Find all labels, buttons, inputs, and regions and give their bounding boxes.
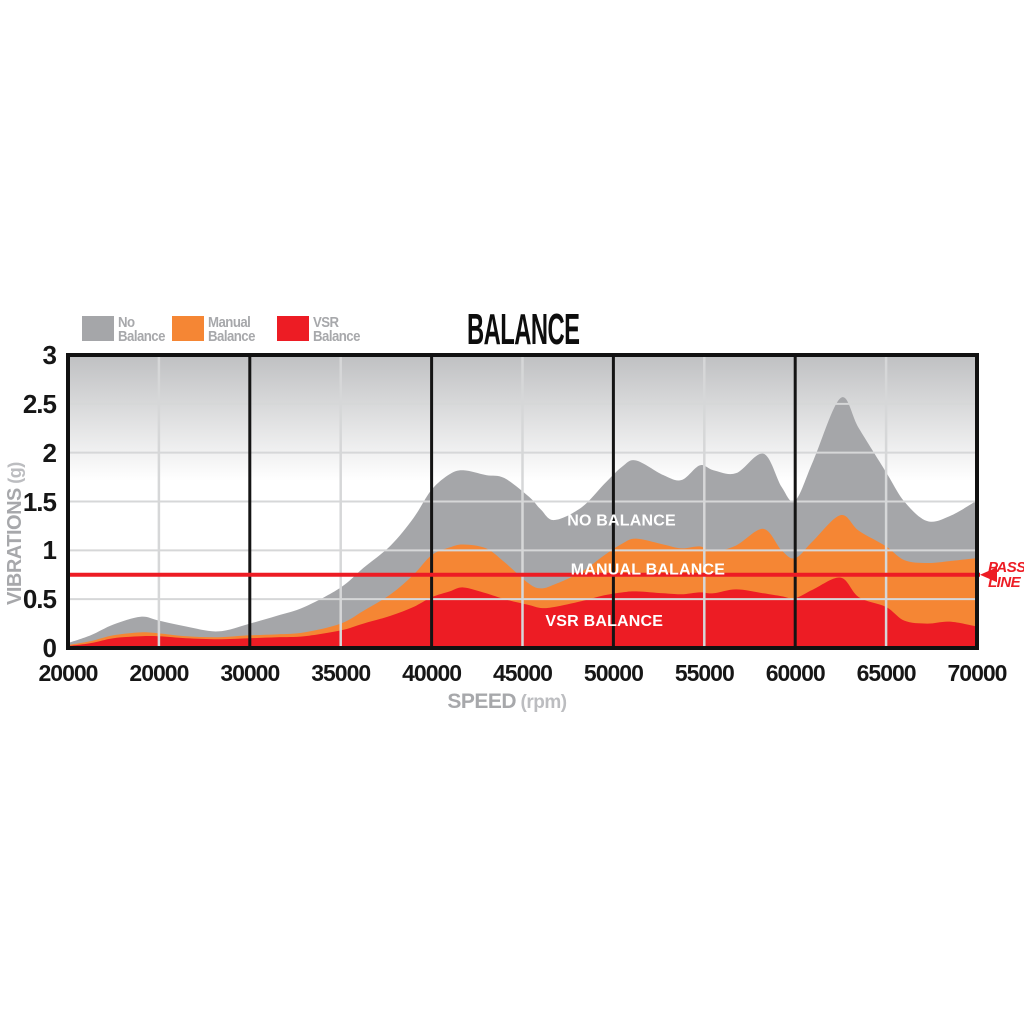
y-tick-label: 1 — [42, 535, 57, 566]
x-tick-label: 65000 — [856, 660, 917, 686]
plot-border — [66, 353, 979, 650]
manual-balance-swatch-icon — [172, 316, 204, 341]
y-tick-label: 3 — [42, 340, 57, 370]
legend-label-line2: Balance — [208, 328, 255, 346]
legend-label-line2: Balance — [118, 328, 165, 346]
x-tick-label: 20000 — [38, 660, 99, 686]
x-tick-label: 40000 — [402, 660, 462, 686]
pass-line-label-line1: PASS — [988, 559, 1024, 576]
y-tick-label: 1.5 — [22, 486, 57, 517]
legend-label-line1: VSR — [313, 314, 339, 331]
series-inline-label: NO BALANCE — [567, 513, 676, 530]
x-axis-title-text: SPEED — [447, 690, 517, 713]
y-axis-title: VIBRATIONS (g) — [4, 418, 27, 650]
series-inline-label: VSR BALANCE — [545, 613, 663, 630]
x-tick-label: 60000 — [765, 660, 826, 686]
legend-item-manual-balance: Manual Balance — [172, 314, 261, 346]
vibration-speed-plot: NO BALANCE MANUAL BALANCE VSR BALANCE — [66, 353, 997, 650]
series-inline-label: MANUAL BALANCE — [571, 561, 726, 578]
legend-label: VSR Balance — [313, 314, 360, 346]
legend-label-line1: Manual — [208, 314, 251, 331]
x-axis-title: SPEED (rpm) — [447, 690, 568, 714]
x-tick-label: 70000 — [947, 660, 1008, 686]
vsr-balance-swatch-icon — [277, 316, 309, 341]
y-axis-title-text: VIBRATIONS — [4, 488, 26, 606]
x-tick-label: 55000 — [674, 660, 735, 686]
no-balance-swatch-icon — [82, 316, 114, 341]
pass-line-arrow-icon — [980, 567, 997, 583]
legend-label-line2: Balance — [313, 328, 360, 346]
pass-line-label-line2: LINE — [988, 574, 1021, 591]
legend-label: Manual Balance — [208, 314, 255, 346]
x-tick-label: 30000 — [220, 660, 280, 686]
legend-item-vsr-balance: VSR Balance — [277, 314, 366, 346]
x-axis-unit: (rpm) — [520, 692, 568, 713]
x-tick-label: 50000 — [583, 660, 644, 686]
y-tick-label: 2.5 — [22, 388, 57, 419]
x-tick-label: 45000 — [493, 660, 553, 686]
x-tick-label: 35000 — [311, 660, 371, 686]
pass-line-label: PASS LINE — [988, 560, 1024, 590]
y-axis-unit: (g) — [5, 462, 25, 485]
y-tick-label: 0 — [42, 633, 57, 663]
x-tick-label: 20000 — [129, 660, 189, 686]
chart-title: BALANCE — [467, 305, 580, 354]
legend-item-no-balance: No Balance — [82, 314, 171, 346]
legend-label-line1: No — [118, 314, 135, 331]
legend-label: No Balance — [118, 314, 165, 346]
y-tick-label: 2 — [42, 437, 57, 468]
y-tick-label: 0.5 — [22, 584, 57, 615]
